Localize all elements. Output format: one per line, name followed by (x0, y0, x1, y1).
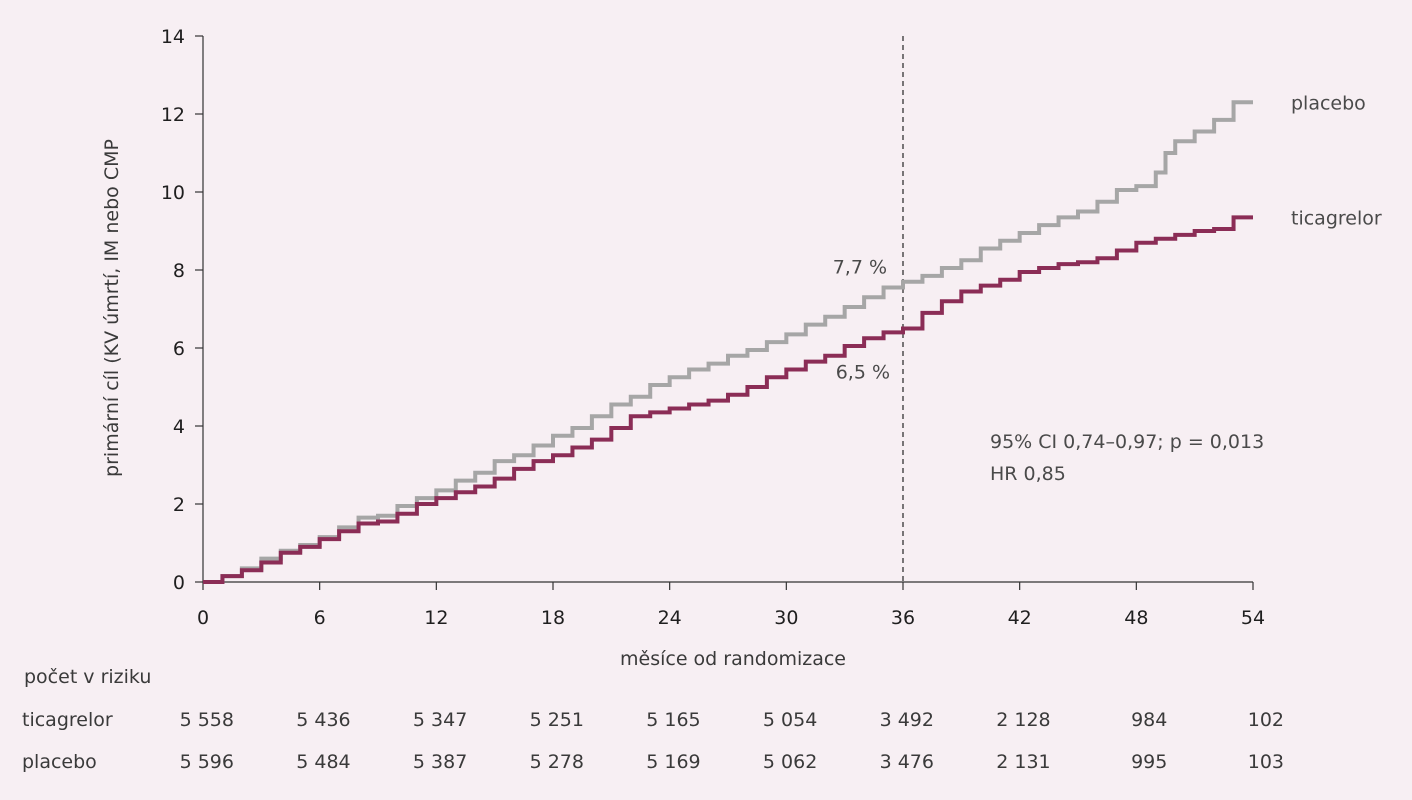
x-tick-label: 54 (1241, 607, 1265, 629)
x-tick-label: 12 (424, 607, 448, 629)
y-tick-label: 10 (161, 182, 185, 204)
x-tick-label: 18 (541, 607, 565, 629)
y-tick-label: 14 (161, 26, 185, 48)
risk-cell-placebo: 5 062 (763, 751, 817, 773)
risk-cell-ticagrelor: 5 165 (646, 709, 700, 731)
risk-row-label-placebo: placebo (22, 751, 97, 773)
risk-cell-ticagrelor: 5 558 (180, 709, 234, 731)
series-layer: placebo ticagrelor (203, 92, 1382, 584)
x-tick-label: 42 (1008, 607, 1032, 629)
series-end-label-ticagrelor: ticagrelor (1291, 207, 1382, 229)
x-tick-label: 0 (197, 607, 209, 629)
risk-cell-ticagrelor: 3 492 (880, 709, 934, 731)
y-tick-label: 2 (173, 494, 185, 516)
x-tick-label: 48 (1124, 607, 1148, 629)
y-tick-label: 12 (161, 104, 185, 126)
y-tick-label: 6 (173, 338, 185, 360)
risk-cell-ticagrelor: 2 128 (996, 709, 1050, 731)
risk-table-title: počet v riziku (24, 666, 151, 688)
stats-ci-text: 95% CI 0,74–0,97; p = 0,013 (990, 431, 1264, 453)
annotation-placebo-36: 7,7 % (833, 257, 887, 279)
annotation-layer: 7,7 % 6,5 % (833, 257, 890, 384)
series-line-placebo (203, 100, 1253, 584)
risk-cell-placebo: 103 (1248, 751, 1284, 773)
x-axis-title: měsíce od randomizace (620, 648, 846, 670)
risk-cell-ticagrelor: 984 (1131, 709, 1167, 731)
series-end-label-placebo: placebo (1291, 92, 1366, 114)
x-tick-label: 24 (658, 607, 682, 629)
risk-cell-ticagrelor: 102 (1248, 709, 1284, 731)
series-line-ticagrelor (203, 215, 1253, 584)
risk-cell-ticagrelor: 5 054 (763, 709, 817, 731)
stats-hr-text: HR 0,85 (990, 463, 1066, 485)
x-tick-label: 6 (314, 607, 326, 629)
risk-cell-placebo: 5 169 (646, 751, 700, 773)
risk-cell-placebo: 3 476 (880, 751, 934, 773)
x-tick-label: 36 (891, 607, 915, 629)
y-tick-label: 0 (173, 572, 185, 594)
risk-cell-ticagrelor: 5 347 (413, 709, 467, 731)
risk-table-values: 5 558 5 436 5 347 5 251 5 165 5 054 3 492 2 128… (180, 709, 1284, 773)
risk-row-label-ticagrelor: ticagrelor (22, 709, 113, 731)
risk-cell-placebo: 995 (1131, 751, 1167, 773)
risk-cell-placebo: 5 278 (530, 751, 584, 773)
risk-cell-placebo: 2 131 (996, 751, 1050, 773)
risk-cell-placebo: 5 596 (180, 751, 234, 773)
risk-cell-placebo: 5 387 (413, 751, 467, 773)
risk-cell-ticagrelor: 5 436 (296, 709, 350, 731)
y-tick-label: 8 (173, 260, 185, 282)
y-tick-label: 4 (173, 416, 185, 438)
risk-cell-placebo: 5 484 (296, 751, 350, 773)
x-tick-label: 30 (774, 607, 798, 629)
annotation-ticagrelor-36: 6,5 % (836, 362, 890, 384)
y-axis-title: primární cíl (KV úmrtí, IM nebo CMP (101, 139, 123, 477)
risk-cell-ticagrelor: 5 251 (530, 709, 584, 731)
